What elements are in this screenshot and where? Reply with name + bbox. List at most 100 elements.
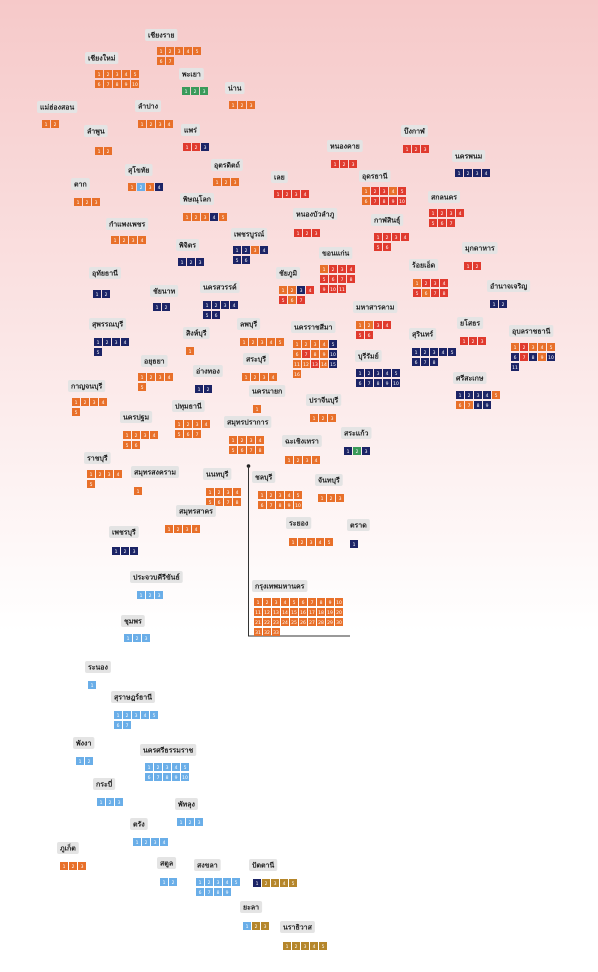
seat-number: 1 xyxy=(321,496,324,502)
seat-number: 3 xyxy=(118,800,121,806)
province-name: นครพนม xyxy=(455,153,483,161)
seat-box xyxy=(88,681,96,689)
seat-number: 5 xyxy=(550,345,553,351)
seat-box xyxy=(95,147,103,155)
seat-number: 9 xyxy=(392,199,395,205)
seat-box xyxy=(169,878,177,886)
seat-box xyxy=(347,275,355,283)
seat-box xyxy=(165,120,173,128)
seat-box xyxy=(290,598,298,606)
seat-number: 2 xyxy=(368,323,371,329)
seat-box xyxy=(160,838,168,846)
province-name: นครสวรรค์ xyxy=(203,283,237,292)
seat-number: 4 xyxy=(153,433,156,439)
seat-number: 4 xyxy=(404,235,407,241)
seat-number: 1 xyxy=(178,422,181,428)
seat-box xyxy=(374,233,382,241)
seat-number: 8 xyxy=(217,890,220,896)
seat-box xyxy=(261,922,269,930)
seat-box xyxy=(150,711,158,719)
seat-number: 2 xyxy=(195,215,198,221)
seat-number: 14 xyxy=(321,362,327,368)
seat-box xyxy=(276,501,284,509)
seat-box xyxy=(155,183,163,191)
seat-number: 5 xyxy=(495,393,498,399)
seat-number: 2 xyxy=(218,490,221,496)
seat-box xyxy=(529,353,537,361)
province-name: พังงา xyxy=(76,740,91,748)
province-name: ชัยภูมิ xyxy=(279,270,297,279)
seat-number: 5 xyxy=(235,880,238,886)
province-label-bg xyxy=(401,125,428,137)
province-label-bg xyxy=(409,259,439,271)
province-label-bg xyxy=(193,365,223,377)
seat-box xyxy=(247,101,255,109)
seat-box xyxy=(421,145,429,153)
seat-box xyxy=(422,289,430,297)
seat-number: 6 xyxy=(245,258,248,264)
seat-box xyxy=(447,209,455,217)
seat-box xyxy=(238,101,246,109)
seat-number: 2 xyxy=(252,340,255,346)
seat-box xyxy=(272,618,280,626)
seat-box xyxy=(138,120,146,128)
seat-number: 8 xyxy=(477,403,480,409)
seat-number: 4 xyxy=(459,211,462,217)
seat-number: 6 xyxy=(215,313,218,319)
seat-box xyxy=(288,296,296,304)
seat-box xyxy=(184,420,192,428)
province: ยโสธร 1 2 3 xyxy=(457,317,486,345)
seat-box xyxy=(499,300,507,308)
seat-number: 2 xyxy=(425,281,428,287)
seat-box xyxy=(293,340,301,348)
seat-box xyxy=(302,350,310,358)
seat-number: 1 xyxy=(156,305,159,311)
seat-box xyxy=(233,488,241,496)
seat-box xyxy=(87,480,95,488)
seat-box xyxy=(383,321,391,329)
seat-box xyxy=(281,618,289,626)
seat-number: 2 xyxy=(135,433,138,439)
seat-box xyxy=(262,879,270,887)
seat-number: 3 xyxy=(263,375,266,381)
seat-number: 1 xyxy=(181,260,184,266)
seat-box xyxy=(303,456,311,464)
seat-number: 1 xyxy=(199,880,202,886)
province-label-bg xyxy=(84,452,111,464)
seat-number: 10 xyxy=(393,381,399,387)
seat-number: 3 xyxy=(217,880,220,886)
seat-box xyxy=(547,343,555,351)
seat-box xyxy=(206,498,214,506)
province-label-bg xyxy=(225,82,245,94)
province-name: อุดรธานี xyxy=(362,173,388,181)
province-name: สุรินทร์ xyxy=(412,330,433,339)
province: ระยอง 1 2 3 4 5 xyxy=(286,517,333,546)
seat-number: 4 xyxy=(319,540,322,546)
seat-number: 3 xyxy=(250,103,253,109)
seat-number: 6 xyxy=(359,381,362,387)
seat-number: 1 xyxy=(416,281,419,287)
seat-box xyxy=(60,862,68,870)
seat-box xyxy=(120,236,128,244)
seat-number: 14 xyxy=(282,610,288,616)
seat-number: 6 xyxy=(187,432,190,438)
seat-box xyxy=(329,265,337,273)
seat-number: 7 xyxy=(523,355,526,361)
seat-number: 6 xyxy=(441,221,444,227)
seat-box xyxy=(191,87,199,95)
seat-box xyxy=(256,446,264,454)
seat-box xyxy=(353,447,361,455)
seat-number: 2 xyxy=(225,180,228,186)
seat-box xyxy=(447,219,455,227)
seat-number: 3 xyxy=(108,472,111,478)
seat-number: 2 xyxy=(330,496,333,502)
seat-box xyxy=(175,430,183,438)
seat-box xyxy=(166,47,174,55)
province-label-bg xyxy=(353,301,398,313)
seat-number: 1 xyxy=(292,540,295,546)
seat-box xyxy=(380,197,388,205)
seat-box xyxy=(160,878,168,886)
seat-box xyxy=(340,160,348,168)
seat-number: 2 xyxy=(424,350,427,356)
seat-number: 5 xyxy=(377,245,380,251)
